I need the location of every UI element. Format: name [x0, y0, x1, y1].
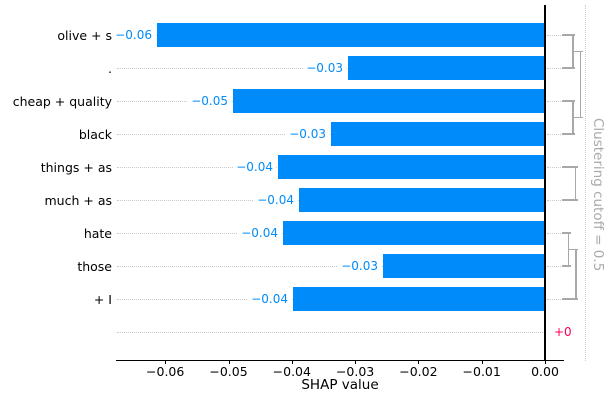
y-axis-category-label: olive + s: [57, 27, 112, 43]
dendrogram-leaf-connector: [547, 134, 561, 135]
x-axis-tick-label: −0.05: [209, 364, 248, 379]
shap-bar: [233, 89, 545, 113]
dendrogram-v-line: [572, 100, 574, 135]
bar-value-label: −0.04: [248, 290, 291, 308]
dendrogram-v-line: [579, 50, 581, 119]
dendrogram-v-line: [575, 248, 577, 300]
shap-bar: [278, 155, 545, 179]
x-axis-tick-label: −0.03: [335, 364, 375, 379]
x-axis-tick-label: −0.02: [399, 364, 438, 379]
dendrogram-leaf-connector: [547, 299, 561, 300]
bar-value-label: −0.04: [238, 224, 281, 242]
clustering-cutoff-line: [585, 5, 586, 361]
y-axis-category-label: + I: [93, 291, 112, 307]
y-axis-category-label: much + as: [44, 192, 113, 208]
x-axis-tick: [355, 360, 357, 364]
bar-value-label: −0.03: [303, 59, 346, 77]
y-axis-category-label: those: [77, 258, 112, 274]
x-axis-tick-label: −0.06: [146, 364, 185, 379]
shap-bar: [157, 23, 545, 47]
dendrogram-h-line: [562, 67, 575, 69]
dendrogram-leaf-connector: [547, 167, 561, 168]
shap-bar: [348, 56, 545, 80]
y-axis-category-label: hate: [83, 225, 112, 241]
bar-value-label: −0.03: [338, 257, 381, 275]
bar-value-label: −0.03: [286, 125, 329, 143]
x-axis-title: SHAP value: [301, 377, 379, 393]
x-axis-line: [116, 360, 564, 362]
x-axis-tick: [481, 360, 483, 364]
y-axis-category-label: black: [78, 126, 112, 142]
row-grid-dotted-line: [117, 332, 545, 333]
x-axis-tick-label: −0.01: [462, 364, 501, 379]
x-axis-tick: [545, 360, 546, 364]
y-axis-category-label: .: [108, 60, 112, 76]
dendrogram-h-line: [562, 298, 578, 300]
x-axis-tick: [291, 360, 293, 364]
dendrogram-h-line: [573, 50, 583, 53]
dendrogram-h-line: [562, 100, 575, 102]
dendrogram-h-line: [573, 116, 583, 119]
x-axis-tick: [228, 360, 230, 364]
shap-bar: [293, 287, 545, 311]
dendrogram-leaf-connector: [547, 35, 561, 36]
row-grid-dotted-line: [117, 266, 545, 267]
x-axis-tick-label: −0.04: [272, 364, 311, 379]
dendrogram-leaf-connector: [547, 200, 561, 201]
dendrogram-h-line: [569, 248, 578, 251]
shap-bar: [299, 188, 545, 212]
dendrogram-h-line: [562, 232, 571, 234]
dendrogram-leaf-connector: [547, 101, 561, 102]
y-axis-category-label: cheap + quality: [12, 93, 112, 109]
dendrogram-h-line: [562, 199, 578, 201]
dendrogram-h-line: [562, 265, 571, 267]
dendrogram-v-line: [572, 34, 574, 69]
dendrogram-h-line: [562, 34, 575, 36]
dendrogram-leaf-connector: [547, 68, 561, 69]
bar-value-label: +0: [554, 324, 572, 339]
x-axis-tick: [165, 360, 167, 364]
y-axis-category-label: things + as: [40, 159, 112, 175]
clustering-cutoff-label: Clustering cutoff = 0.5: [590, 118, 606, 272]
bar-value-label: −0.06: [112, 26, 155, 44]
shap-bar: [383, 254, 545, 278]
bar-value-label: −0.04: [254, 191, 297, 209]
dendrogram-v-line: [574, 166, 576, 201]
dendrogram-h-line: [562, 166, 578, 168]
shap-bar: [283, 221, 545, 245]
dendrogram-h-line: [562, 133, 575, 135]
x-axis-tick: [418, 360, 420, 364]
dendrogram-leaf-connector: [547, 266, 561, 267]
zero-reference-line: [544, 5, 546, 360]
dendrogram-leaf-connector: [547, 233, 561, 234]
shap-bar: [331, 122, 545, 146]
bar-value-label: −0.05: [188, 92, 231, 110]
bar-value-label: −0.04: [233, 158, 276, 176]
x-axis-tick-label: 0.00: [531, 364, 559, 379]
dendrogram-v-line: [567, 232, 569, 267]
